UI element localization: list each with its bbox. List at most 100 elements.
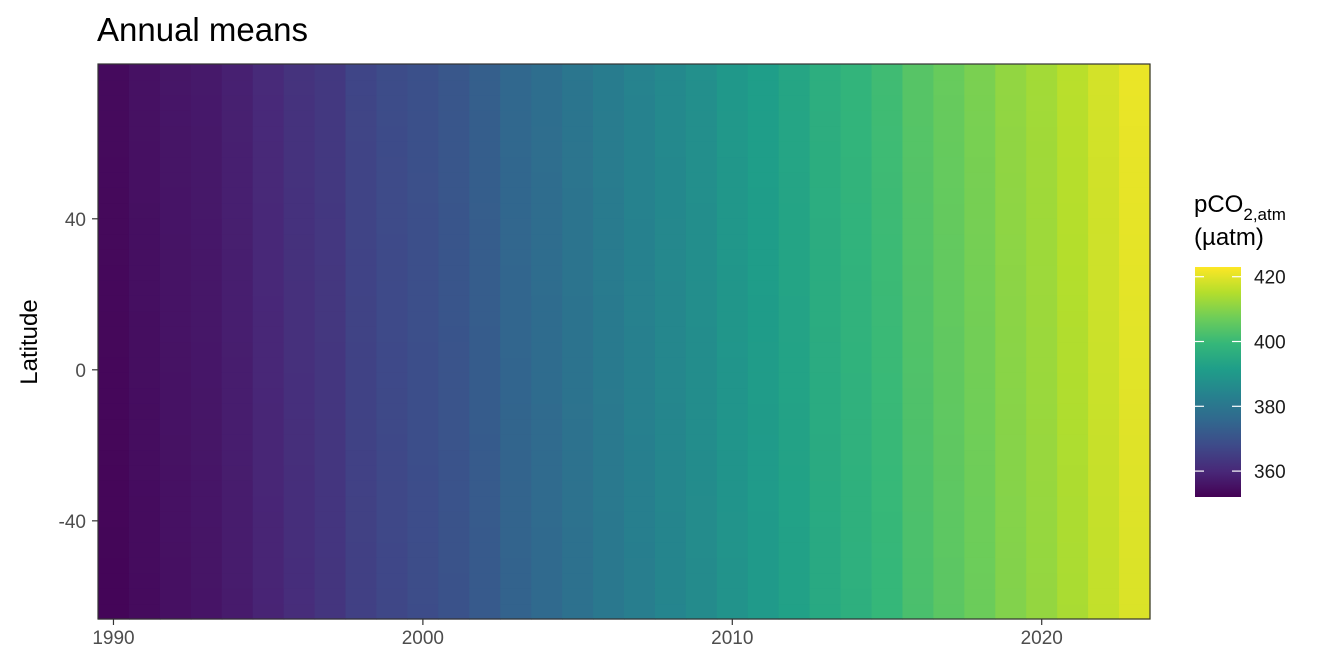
heatmap-cell [252,434,285,451]
heatmap-cell [1057,79,1089,96]
heatmap-cell [438,64,470,81]
heatmap-cell [593,511,625,528]
heatmap-cell [190,526,223,543]
heatmap-cell [933,171,965,188]
heatmap-cell [1088,588,1120,605]
heatmap-cell [995,588,1027,605]
heatmap-cell [624,356,656,373]
heatmap-cell [716,526,749,543]
heatmap-cell [685,233,718,250]
heatmap-cell [871,202,904,219]
heatmap-cell [283,387,316,404]
heatmap-cell [871,310,904,327]
heatmap-cell [469,464,501,481]
heatmap-cell [500,511,532,528]
heatmap-cell [685,64,718,81]
heatmap-cell [685,387,718,404]
heatmap-cell [252,264,285,281]
heatmap-cell [685,588,718,605]
heatmap-cell [685,480,718,497]
heatmap-cell [871,141,904,158]
heatmap-cell [1026,464,1058,481]
heatmap-cell [840,79,873,96]
heatmap-cell [654,79,687,96]
heatmap-cell [252,495,285,512]
heatmap-cell [252,279,285,296]
heatmap-cell [562,233,594,250]
heatmap-cell [531,356,563,373]
heatmap-cell [964,464,996,481]
heatmap-cell [407,310,439,327]
heatmap-cell [964,202,996,219]
heatmap-cell [128,141,161,158]
heatmap-cell [995,249,1027,266]
heatmap-cell [283,511,316,528]
heatmap-cell [128,495,161,512]
heatmap-cell [902,372,935,389]
heatmap-cell [1026,218,1058,235]
heatmap-cell [809,526,842,543]
heatmap-cell [624,187,656,204]
heatmap-cell [964,295,996,312]
heatmap-cell [221,480,254,497]
heatmap-cell [407,557,439,574]
heatmap-cell [376,418,409,435]
heatmap-cell [345,79,378,96]
heatmap-cell [654,418,687,435]
heatmap-cell [778,264,811,281]
heatmap-cell [716,279,749,296]
heatmap-cell [747,526,780,543]
heatmap-cell [500,187,532,204]
heatmap-cell [1119,511,1151,528]
heatmap-cell [314,279,347,296]
heatmap-cell [654,171,687,188]
heatmap-cell [159,94,192,111]
heatmap-cell [407,94,439,111]
heatmap-cell [283,403,316,420]
heatmap-cell [252,125,285,142]
heatmap-cell [593,449,625,466]
heatmap-cell [98,94,130,111]
heatmap-cell [933,372,965,389]
heatmap-cell [128,387,161,404]
heatmap-cell [314,249,347,266]
heatmap-cell [933,341,965,358]
heatmap-cell [128,264,161,281]
heatmap-cell [128,202,161,219]
heatmap-cell [654,156,687,173]
heatmap-cell [128,279,161,296]
heatmap-cell [221,418,254,435]
heatmap-cell [1119,110,1151,127]
heatmap-cell [252,233,285,250]
heatmap-cell [531,64,563,81]
x-axis: 1990 2000 2010 2020 [92,619,1063,649]
heatmap-cell [685,79,718,96]
heatmap-cell [190,279,223,296]
heatmap-cell [159,341,192,358]
heatmap-cell [902,449,935,466]
heatmap-cell [902,464,935,481]
heatmap-cell [283,233,316,250]
heatmap-cell [778,94,811,111]
heatmap-cell [747,372,780,389]
heatmap-cell [685,249,718,266]
heatmap-cell [933,356,965,373]
heatmap-cell [1088,187,1120,204]
heatmap-cell [1088,64,1120,81]
heatmap-cell [593,279,625,296]
heatmap-cell [376,295,409,312]
heatmap-cell [376,449,409,466]
heatmap-cell [128,449,161,466]
heatmap-cell [685,403,718,420]
heatmap-cell [840,341,873,358]
colorbar-tick-label: 380 [1254,397,1286,418]
heatmap-cell [252,341,285,358]
colorbar-title: pCO2,atm [1194,191,1286,224]
heatmap-cell [500,588,532,605]
heatmap-cell [314,326,347,343]
heatmap-cell [283,218,316,235]
heatmap-cell [407,218,439,235]
heatmap-cell [840,187,873,204]
heatmap-cell [995,295,1027,312]
heatmap-cell [1088,249,1120,266]
